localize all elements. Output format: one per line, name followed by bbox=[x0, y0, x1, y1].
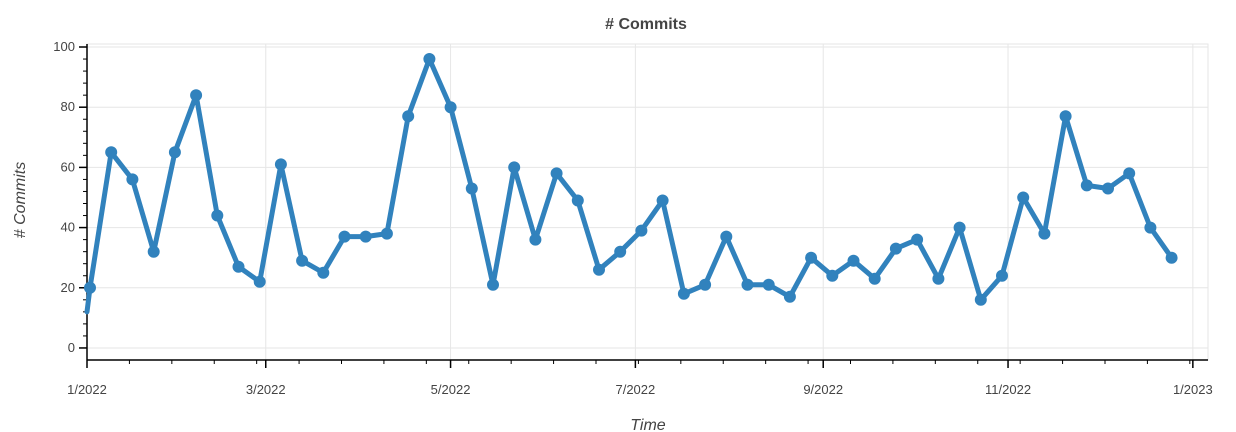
chart-title: # Commits bbox=[605, 16, 687, 33]
data-point bbox=[274, 158, 287, 171]
data-point bbox=[996, 269, 1008, 282]
x-tick-label: 9/2022 bbox=[803, 382, 843, 397]
data-point bbox=[147, 245, 160, 258]
data-point bbox=[571, 194, 584, 207]
data-point bbox=[953, 221, 966, 234]
data-point bbox=[444, 101, 457, 114]
plot-frame bbox=[86, 43, 1209, 361]
y-tick-label: 60 bbox=[61, 159, 75, 174]
x-tick-label: 3/2022 bbox=[246, 382, 286, 397]
x-tick-label: 1/2022 bbox=[67, 382, 107, 397]
data-point bbox=[847, 254, 860, 267]
data-point bbox=[762, 278, 775, 291]
data-point bbox=[508, 161, 521, 174]
data-point bbox=[359, 230, 372, 243]
data-point bbox=[1102, 182, 1114, 195]
x-tick-label: 11/2022 bbox=[985, 382, 1031, 397]
data-point bbox=[550, 167, 563, 180]
data-point bbox=[338, 230, 351, 243]
data-point bbox=[1123, 167, 1136, 180]
data-point bbox=[465, 182, 478, 195]
tick-labels: 0 20 40 60 80 100 1/2022 3/2022 5/2022 7/2022 9/20… bbox=[53, 39, 1212, 397]
data-point bbox=[1080, 179, 1093, 192]
data-point bbox=[126, 173, 139, 186]
data-point bbox=[635, 224, 648, 237]
data-point bbox=[253, 275, 266, 288]
data-point bbox=[168, 146, 181, 159]
data-point bbox=[1165, 251, 1178, 264]
data-point bbox=[380, 227, 393, 240]
data-point bbox=[317, 266, 330, 279]
data-point bbox=[826, 269, 839, 282]
y-tick-label: 80 bbox=[61, 99, 75, 114]
data-point bbox=[911, 233, 924, 246]
data-point bbox=[1017, 191, 1030, 204]
data-point bbox=[889, 242, 902, 255]
y-tick-label: 0 bbox=[68, 340, 75, 355]
series-line bbox=[84, 56, 1175, 315]
data-point bbox=[932, 272, 945, 285]
data-point bbox=[593, 263, 605, 276]
data-point bbox=[105, 146, 118, 159]
data-point bbox=[783, 290, 796, 303]
data-points bbox=[84, 53, 1178, 306]
data-point bbox=[677, 287, 690, 300]
data-point bbox=[805, 251, 818, 264]
data-point bbox=[1059, 110, 1072, 123]
data-point bbox=[868, 272, 881, 285]
data-point bbox=[1038, 227, 1051, 240]
data-point bbox=[1144, 221, 1157, 234]
data-point bbox=[232, 260, 245, 273]
data-point bbox=[423, 53, 436, 65]
data-point bbox=[974, 293, 987, 306]
data-point bbox=[84, 281, 96, 294]
x-tick-label: 5/2022 bbox=[431, 382, 471, 397]
data-point bbox=[211, 209, 224, 222]
grid-lines bbox=[86, 43, 1209, 361]
axes bbox=[79, 44, 1208, 368]
x-tick-label: 7/2022 bbox=[615, 382, 655, 397]
data-point bbox=[656, 194, 669, 207]
data-point bbox=[614, 245, 627, 258]
x-axis-label: Time bbox=[630, 417, 666, 432]
y-tick-label: 20 bbox=[61, 280, 75, 295]
data-point bbox=[720, 230, 733, 243]
data-point bbox=[190, 89, 203, 102]
y-tick-label: 100 bbox=[53, 39, 75, 54]
y-tick-label: 40 bbox=[61, 220, 75, 235]
data-point bbox=[741, 278, 754, 291]
data-point bbox=[699, 278, 712, 291]
x-tick-label: 1/2023 bbox=[1173, 382, 1213, 397]
commits-line bbox=[84, 56, 1175, 315]
data-point bbox=[296, 254, 309, 267]
data-point bbox=[402, 110, 415, 123]
data-point bbox=[487, 278, 499, 291]
data-point bbox=[529, 233, 542, 246]
y-axis-label: # Commits bbox=[12, 162, 29, 238]
